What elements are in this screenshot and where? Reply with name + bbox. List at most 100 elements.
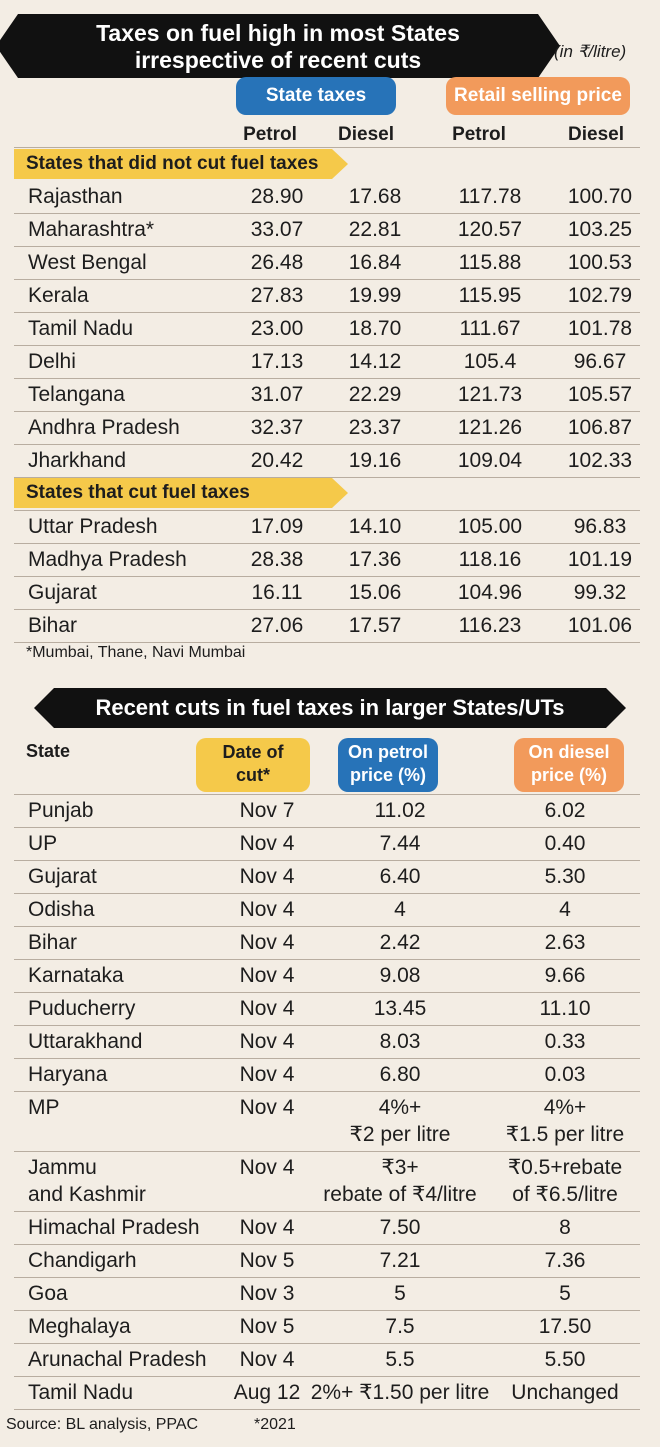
- diesel-cut: 5.30: [544, 865, 586, 888]
- cut-date: Nov 5: [239, 1249, 295, 1272]
- petrol-price: 109.04: [457, 449, 523, 472]
- table-row: Jharkhand 20.42 19.16 109.04 102.33: [14, 444, 640, 477]
- retail-price-header: Retail selling price: [446, 77, 630, 115]
- diesel-cut: 4%+ ₹1.5 per litre: [505, 1096, 625, 1146]
- table-row: Karnataka Nov 4 9.08 9.66: [14, 959, 640, 992]
- table-row: Puducherry Nov 4 13.45 11.10: [14, 992, 640, 1025]
- diesel-tax: 19.16: [348, 449, 402, 472]
- cut-date: Nov 5: [239, 1315, 295, 1338]
- petrol-tax: 16.11: [251, 581, 303, 604]
- table-row: Delhi 17.13 14.12 105.4 96.67: [14, 345, 640, 378]
- petrol-cut: 4%+ ₹2 per litre: [349, 1096, 451, 1146]
- row-divider: [14, 1058, 640, 1059]
- table-row: Gujarat 16.11 15.06 104.96 99.32: [14, 576, 640, 609]
- diesel-cut: 6.02: [544, 799, 586, 822]
- diesel-price: 101.78: [567, 317, 633, 340]
- state-name: Jharkhand: [28, 449, 127, 472]
- petrol-cut: 7.44: [379, 832, 421, 855]
- diesel-price: 102.79: [567, 284, 633, 307]
- petrol-tax: 31.07: [250, 383, 304, 406]
- state-name: Telangana: [28, 383, 125, 406]
- state-name: Haryana: [28, 1063, 108, 1086]
- diesel-tax: 22.29: [348, 383, 402, 406]
- table-row: Bihar Nov 4 2.42 2.63: [14, 926, 640, 959]
- state-name: Puducherry: [28, 997, 136, 1020]
- state-name: Tamil Nadu: [28, 1381, 134, 1404]
- row-divider: [14, 213, 640, 214]
- row-divider: [14, 609, 640, 610]
- row-divider: [14, 411, 640, 412]
- cut-date: Nov 4: [239, 1348, 295, 1371]
- cut-date: Nov 4: [239, 1216, 295, 1239]
- table-row: West Bengal 26.48 16.84 115.88 100.53: [14, 246, 640, 279]
- row-divider: [14, 893, 640, 894]
- row-divider: [14, 926, 640, 927]
- section-header-no-cut: States that did not cut fuel taxes: [14, 149, 348, 179]
- state-name: Uttarakhand: [28, 1030, 143, 1053]
- state-name: Bihar: [28, 614, 78, 637]
- diesel-price: 101.06: [567, 614, 633, 637]
- table-row: Maharashtra* 33.07 22.81 120.57 103.25: [14, 213, 640, 246]
- petrol-tax: 20.42: [250, 449, 304, 472]
- unit-label: (in ₹/litre): [554, 42, 627, 61]
- state-name: Tamil Nadu: [28, 317, 134, 340]
- table-row: Odisha Nov 4 4 4: [14, 893, 640, 926]
- state-name: Bihar: [28, 931, 78, 954]
- diesel-tax: 22.81: [348, 218, 402, 241]
- row-divider: [14, 1151, 640, 1152]
- petrol-tax: 17.13: [250, 350, 304, 373]
- row-divider: [14, 860, 640, 861]
- petrol-cut: 4: [394, 898, 406, 921]
- diesel-cut: ₹0.5+rebate of ₹6.5/litre: [507, 1156, 623, 1206]
- diesel-cut: 7.36: [544, 1249, 586, 1272]
- diesel-tax: 17.68: [348, 185, 402, 208]
- source-note: Source: BL analysis, PPAC: [6, 1416, 199, 1433]
- section-header-cut: States that cut fuel taxes: [14, 478, 348, 508]
- date-footnote: *2021: [254, 1416, 296, 1433]
- row-divider: [14, 246, 640, 247]
- petrol-cut: 6.40: [379, 865, 421, 888]
- row-divider: [14, 959, 640, 960]
- diesel-tax: 19.99: [348, 284, 402, 307]
- diesel-cut: 8: [559, 1216, 571, 1239]
- petrol-price: 115.88: [458, 251, 522, 274]
- cut-date: Aug 12: [233, 1381, 301, 1404]
- diesel-cut: 2.63: [544, 931, 586, 954]
- diesel-cut: Unchanged: [511, 1381, 619, 1404]
- state-name: Andhra Pradesh: [28, 416, 180, 439]
- diesel-tax: 17.57: [348, 614, 402, 637]
- cut-date: Nov 3: [239, 1282, 295, 1305]
- col-header-diesel-cut: On diesel price (%): [514, 738, 624, 792]
- petrol-cut: 7.50: [379, 1216, 421, 1239]
- col-header-state: State: [26, 741, 71, 761]
- state-name: Uttar Pradesh: [28, 515, 158, 538]
- row-divider: [14, 1025, 640, 1026]
- diesel-cut: 11.10: [539, 997, 591, 1020]
- row-divider: [14, 1244, 640, 1245]
- table-row: Tamil Nadu Aug 12 2%+ ₹1.50 per litre Uncha…: [14, 1376, 640, 1409]
- col-header-diesel-tax: Diesel: [338, 124, 394, 145]
- row-divider: [14, 312, 640, 313]
- state-name: Goa: [28, 1282, 68, 1305]
- petrol-price: 105.4: [463, 350, 517, 373]
- cuts-title: Recent cuts in fuel taxes in larger Stat…: [95, 695, 565, 720]
- row-divider: [14, 1211, 640, 1212]
- diesel-tax: 14.12: [348, 350, 402, 373]
- col-header-petrol-tax: Petrol: [243, 124, 297, 145]
- row-divider: [14, 576, 640, 577]
- row-divider: [14, 378, 640, 379]
- diesel-tax: 17.36: [348, 548, 402, 571]
- petrol-tax: 17.09: [250, 515, 304, 538]
- table-row: Tamil Nadu 23.00 18.70 111.67 101.78: [14, 312, 640, 345]
- cut-date: Nov 7: [239, 799, 295, 822]
- cut-date: Nov 4: [239, 964, 295, 987]
- petrol-price: 115.95: [458, 284, 522, 307]
- petrol-tax: 32.37: [250, 416, 304, 439]
- cuts-title-banner: Recent cuts in fuel taxes in larger Stat…: [34, 688, 626, 728]
- cut-date: Nov 4: [239, 1030, 295, 1053]
- state-name: Kerala: [28, 284, 89, 307]
- petrol-price: 121.73: [457, 383, 523, 406]
- diesel-price: 99.32: [573, 581, 627, 604]
- row-divider: [14, 1343, 640, 1344]
- row-divider: [14, 1376, 640, 1377]
